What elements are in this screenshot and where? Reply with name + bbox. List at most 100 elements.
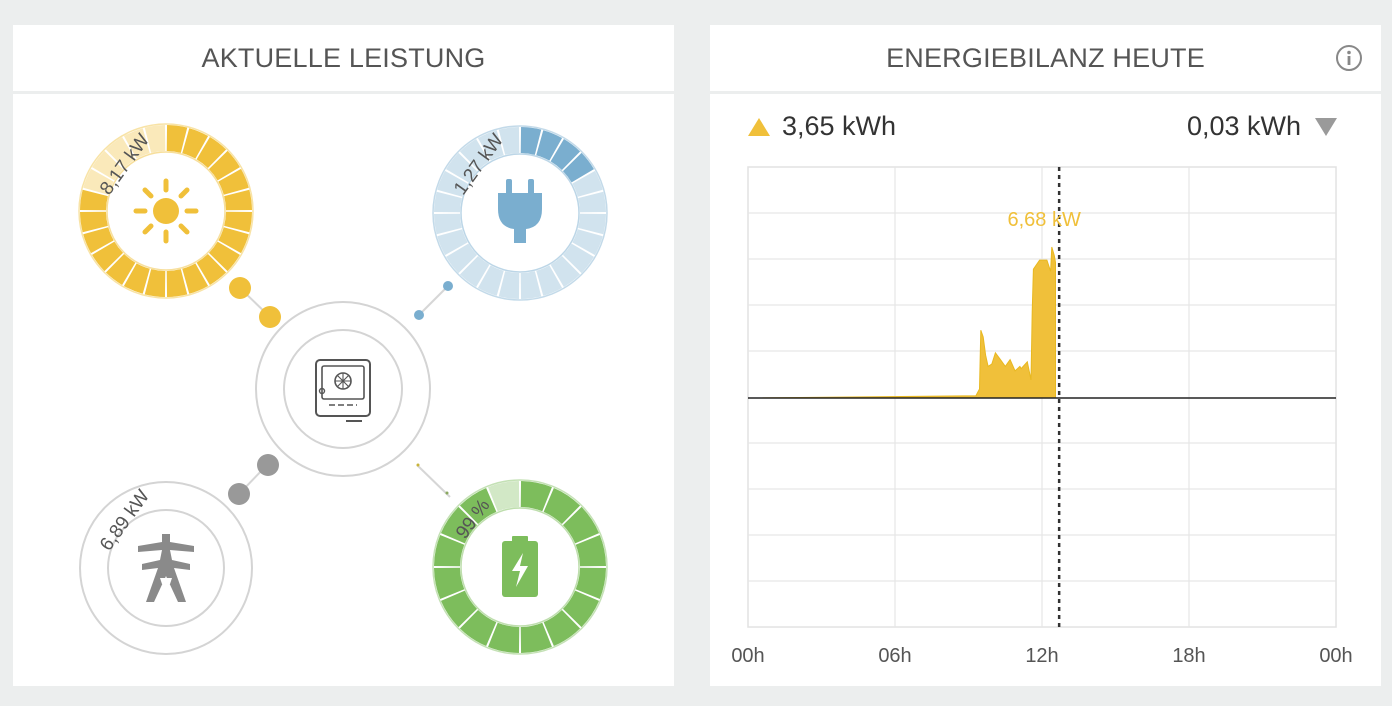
energy-chart: 6,68 kW 00h 06h 12h 18h 00h [731,166,1353,667]
ring-segment [92,241,124,272]
x-tick-label: 06h [878,645,911,667]
ring-segment [572,170,603,197]
produced-energy: 3,65 kWh [748,111,896,142]
ring-segment [459,487,497,525]
ring-segment [182,263,209,294]
ring-segment [543,609,581,647]
ring-segment [562,590,600,628]
peak-power-label: 6,68 kW [1007,209,1080,231]
ring-segment [123,263,150,294]
battery-flow-dot [416,463,420,467]
grid-flow-dot [228,483,250,505]
ring-segment [434,535,465,567]
consumed-energy: 0,03 kWh [1187,111,1337,142]
ring-segment [459,139,490,171]
pv-flow-dot [259,306,281,328]
ring-segment [80,211,108,233]
current-power-card: AKTUELLE LEISTUNG [13,25,674,686]
grid-flow-dot [257,454,279,476]
info-icon[interactable] [1335,44,1363,72]
battery-connector-line [416,464,451,498]
ring-segment [575,567,606,599]
ring-segment [562,152,594,183]
ring-segment [440,590,478,628]
consumed-triangle-icon [1315,117,1337,136]
ring-segment [166,269,188,297]
ring-segment [208,150,240,181]
ring-segment [92,150,124,181]
ring-segment [488,481,520,512]
ring-segment [105,253,136,285]
ring-segment [543,487,581,525]
ring-segment [224,211,252,233]
ring-segment [196,253,227,285]
ring-segment [536,265,563,296]
consumption-connector-line [418,284,450,316]
ring-segment [434,567,465,599]
energy-balance-title: ENERGIEBILANZ HEUTE [710,25,1381,94]
ring-segment [575,535,606,567]
produced-energy-value: 3,65 kWh [782,111,897,141]
battery-icon [502,536,538,597]
ring-segment [498,271,520,299]
ring-segment [166,125,188,153]
ring-segment [536,130,563,161]
ring-segment [459,255,490,287]
ring-segment [550,255,581,287]
ring-segment [208,241,240,272]
ring-segment [83,168,114,195]
ring-segment [440,506,478,544]
x-axis-ticks: 00h 06h 12h 18h 00h [731,645,1352,667]
ring-segment [446,243,478,274]
plug-icon [498,179,542,243]
ring-segment [562,506,600,544]
ring-segment [578,213,606,235]
ring-segment [144,269,166,297]
power-flow-diagram: 8,17 kW 1,27 kW 6,89 kW 99 % [78,123,608,655]
x-tick-label: 18h [1172,645,1205,667]
ring-segment [182,128,209,159]
ring-segment [446,152,478,183]
ring-segment [434,191,462,213]
ring-segment [498,127,520,155]
ring-segment [488,622,520,653]
energy-balance-card: ENERGIEBILANZ HEUTE 3,65 kWh 0,03 kWh 6,… [710,25,1381,686]
production-area-series [747,246,1056,399]
ring-segment [218,227,249,254]
pv-flow-dot [229,277,251,299]
ring-segment [578,191,606,213]
consumption-flow-dot [443,281,453,291]
ring-segment [437,229,468,256]
ring-segment [224,189,252,211]
energy-totals-row: 3,65 kWh 0,03 kWh [710,111,1381,151]
sun-icon [133,178,199,244]
inverter-icon [315,359,371,422]
power-tower-icon [138,534,194,602]
ring-segment [477,265,504,296]
ring-segment [434,213,462,235]
ring-segment [550,139,581,171]
ring-segment [144,125,166,153]
ring-segment [218,168,249,195]
ring-segment [477,130,504,161]
ring-segment [105,137,136,169]
ring-segment [123,128,150,159]
ring-segment [562,243,594,274]
ring-segment [520,481,552,512]
inverter-node[interactable] [255,301,431,477]
ring-segment [520,127,542,155]
ring-segment [83,227,114,254]
ring-segment [572,229,603,256]
ring-segment [459,609,497,647]
consumption-flow-dot [414,310,424,320]
ring-segment [80,189,108,211]
ring-segment [437,170,468,197]
consumed-energy-value: 0,03 kWh [1186,111,1301,141]
ring-segment [520,271,542,299]
current-power-title: AKTUELLE LEISTUNG [13,25,674,94]
battery-flow-dot [445,491,449,495]
ring-segment [520,622,552,653]
x-tick-label: 00h [731,645,764,667]
ring-segment [196,137,227,169]
x-tick-label: 12h [1025,645,1058,667]
